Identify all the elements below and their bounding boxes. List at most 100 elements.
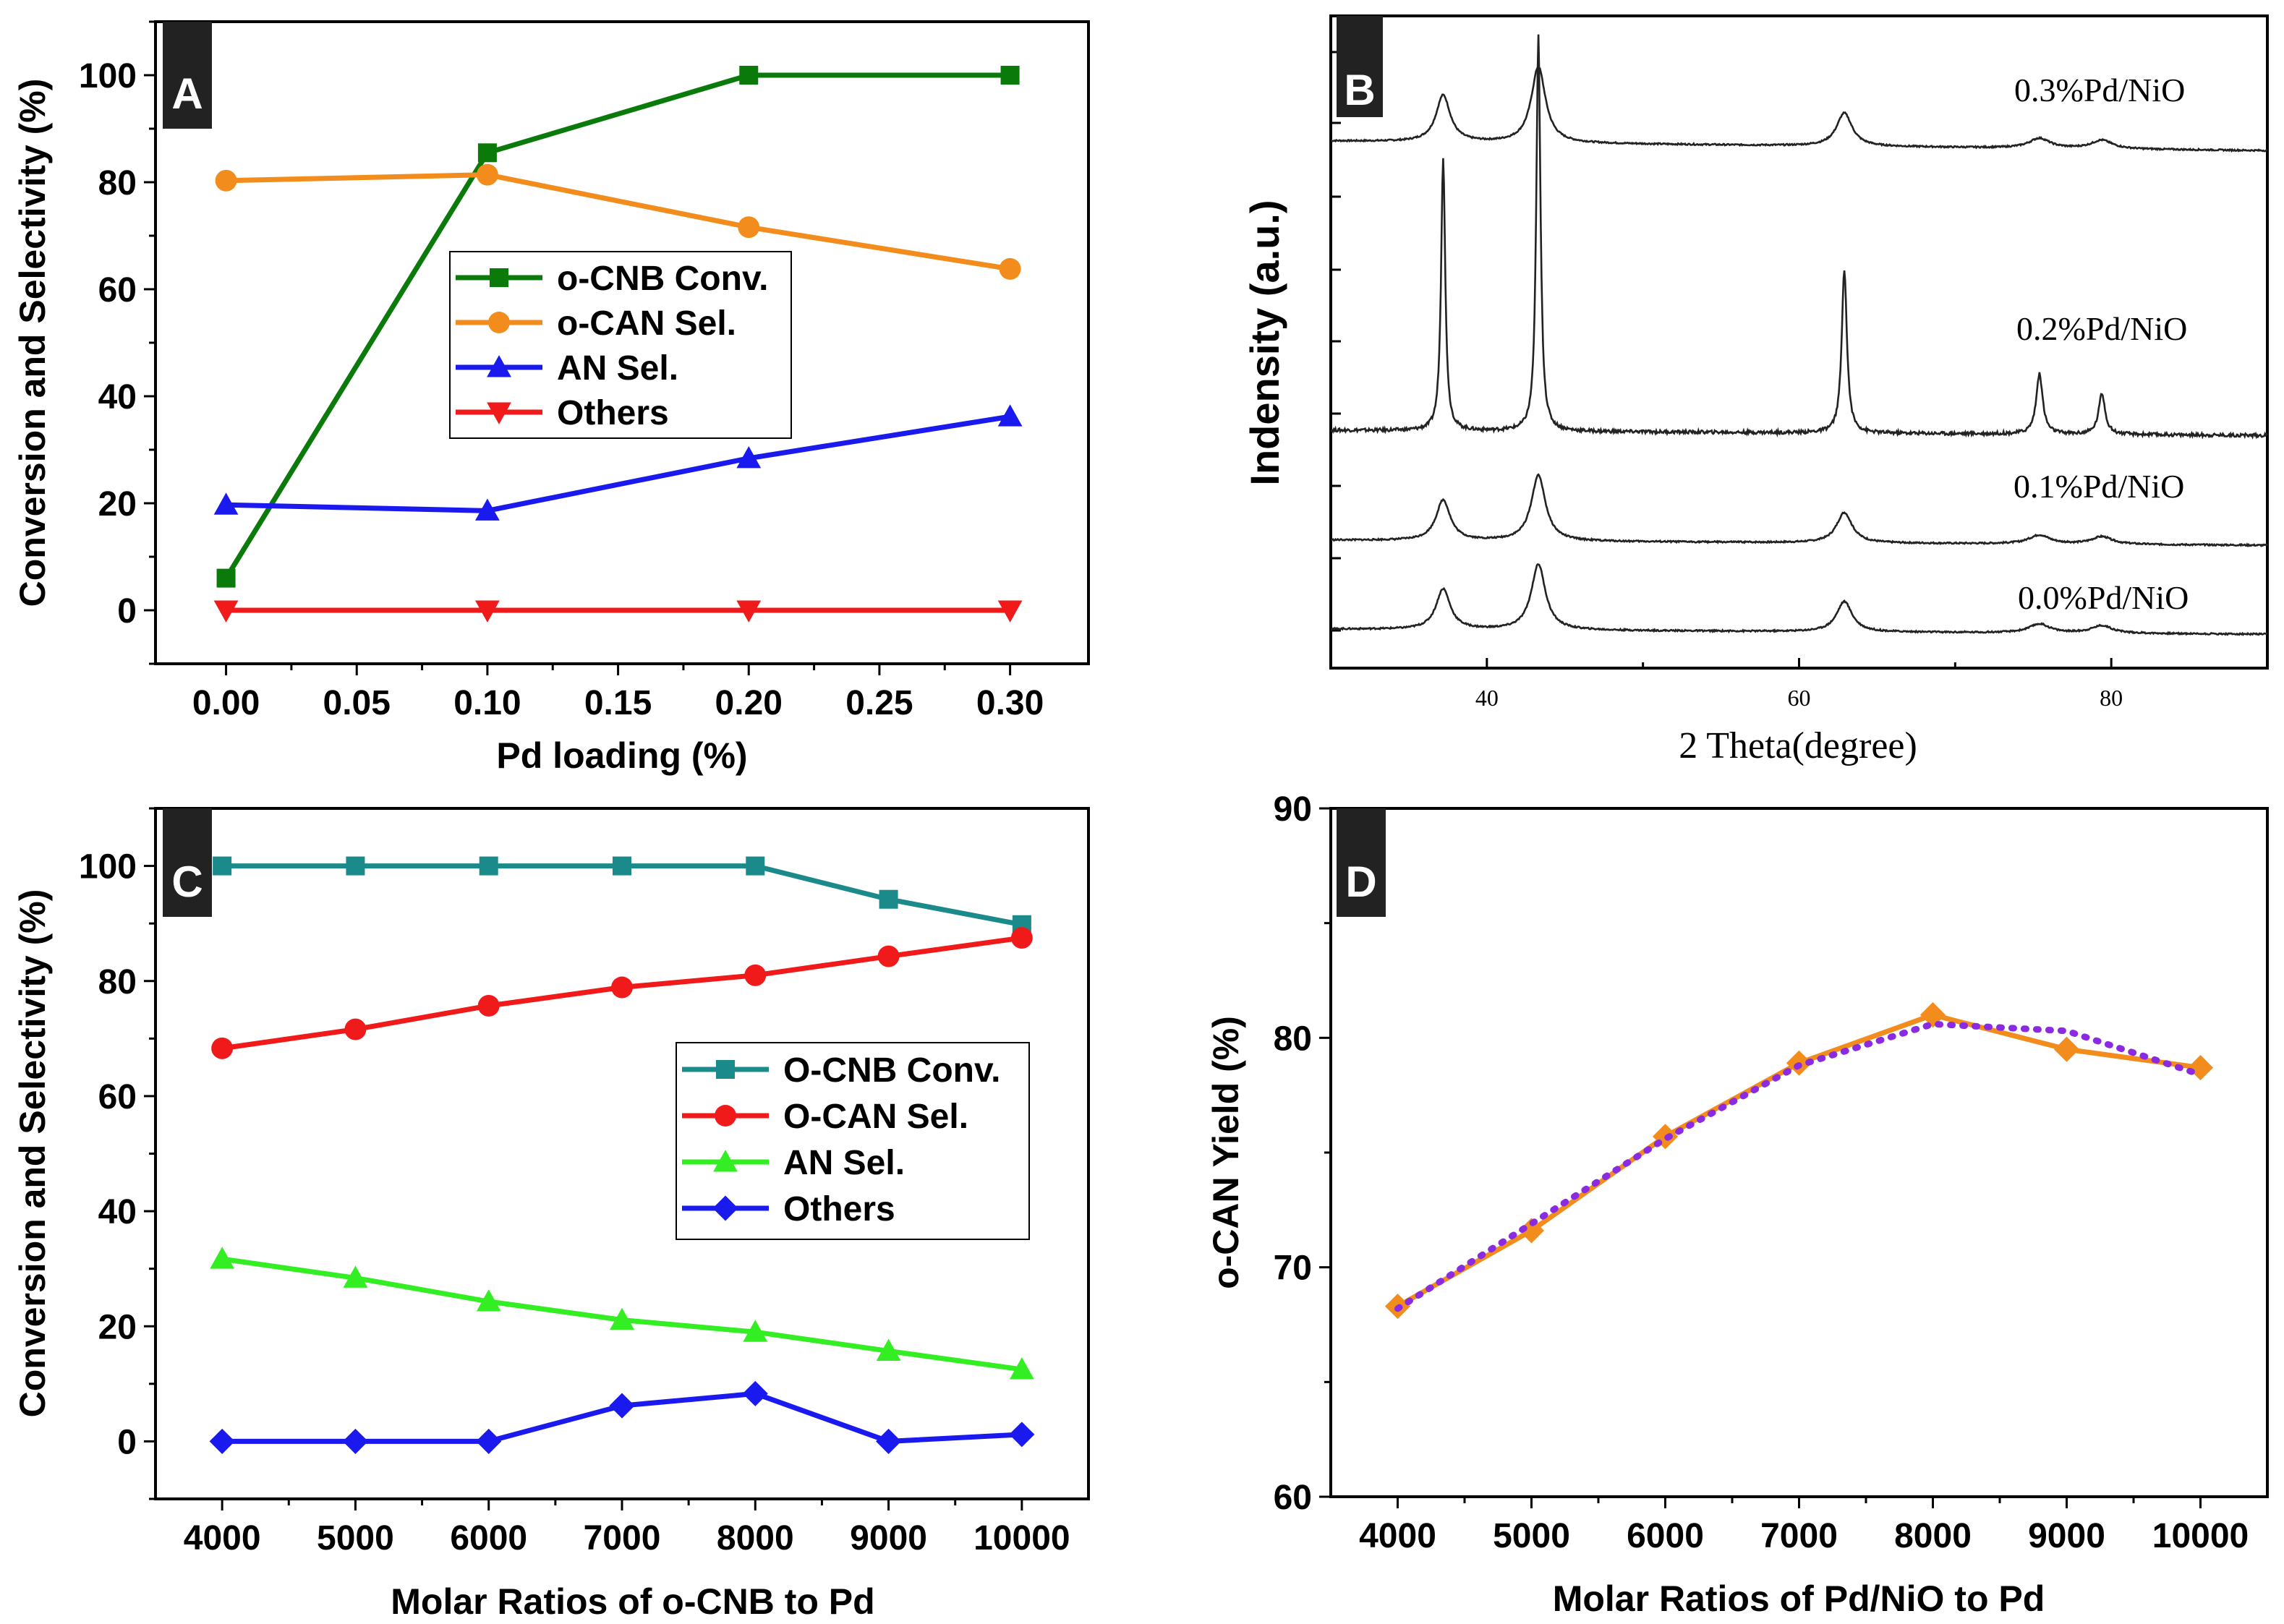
data-point <box>477 995 500 1017</box>
data-point <box>1010 927 1033 949</box>
x-tick-label: 60 <box>1788 685 1811 711</box>
data-point <box>876 1428 902 1454</box>
data-point <box>1518 1218 1545 1244</box>
panel-b-label: B <box>1344 66 1375 114</box>
panel-c: 4000 5000 6000 7000 8000 9000 10000 0 20 40 60 80 10… <box>12 807 1090 1622</box>
data-point <box>344 1018 367 1040</box>
y-tick-label: 80 <box>98 963 137 1001</box>
data-point <box>736 600 762 623</box>
legend-label: Others <box>783 1190 895 1228</box>
y-tick-label: 20 <box>98 485 137 523</box>
x-tick-label: 5000 <box>317 1519 394 1557</box>
xrd-pattern-label: 0.0%Pd/NiO <box>2018 579 2189 616</box>
x-tick-label: 4000 <box>184 1519 261 1557</box>
data-point <box>475 498 500 521</box>
panel-d-xlabel: Molar Ratios of Pd/NiO to Pd <box>1553 1578 2045 1619</box>
y-tick-label: 100 <box>79 57 137 95</box>
x-tick-label: 7000 <box>1760 1517 1838 1555</box>
data-point <box>476 1428 502 1454</box>
panel-c-label: C <box>171 858 203 906</box>
y-tick-label: 0 <box>117 1423 137 1461</box>
x-tick-label: 0.10 <box>453 684 521 722</box>
data-point <box>611 976 633 999</box>
x-tick-label: 0.25 <box>845 684 913 722</box>
data-point <box>999 257 1021 280</box>
xrd-pattern <box>1330 65 2268 153</box>
data-point <box>736 445 762 469</box>
panel-a: 0.00 0.05 0.10 0.15 0.20 0.25 0.30 0 20 40 60 80 100… <box>12 20 1090 776</box>
legend-marker <box>712 1195 738 1221</box>
series-line <box>223 72 1010 580</box>
panel-d-frame <box>1329 807 2269 1498</box>
x-tick-label: 0.05 <box>323 684 391 722</box>
xrd-pattern <box>1330 563 2268 636</box>
panel-c-ylabel: Conversion and Selectivity (%) <box>12 889 53 1418</box>
legend-marker <box>490 268 508 287</box>
y-tick-label: 0 <box>117 592 137 631</box>
data-point <box>1009 1422 1035 1448</box>
panel-a-label-box <box>163 22 212 129</box>
data-point <box>342 1428 368 1454</box>
panel-a-label: A <box>171 69 203 118</box>
legend-marker <box>487 355 511 377</box>
data-point <box>475 600 500 623</box>
legend-label: o-CAN Sel. <box>557 304 736 343</box>
y-tick-label: 20 <box>98 1308 137 1346</box>
data-point <box>209 1428 235 1454</box>
legend-label: o-CNB Conv. <box>557 260 768 298</box>
xrd-pattern-label: 0.2%Pd/NiO <box>2016 310 2187 347</box>
legend-marker <box>713 1150 738 1172</box>
data-point <box>2053 1036 2080 1062</box>
data-point <box>877 945 900 967</box>
x-tick-label: 8000 <box>717 1519 794 1557</box>
legend-label: O-CAN Sel. <box>783 1098 968 1136</box>
data-point <box>743 1320 768 1342</box>
x-tick-label: 9000 <box>850 1519 927 1557</box>
x-tick-label: 40 <box>1475 685 1499 711</box>
y-tick-label: 90 <box>1274 790 1312 829</box>
data-point <box>997 404 1023 427</box>
x-tick-label: 7000 <box>584 1519 661 1557</box>
y-tick-label: 80 <box>1274 1020 1312 1058</box>
xrd-pattern-label: 0.3%Pd/NiO <box>2014 72 2185 108</box>
data-point <box>746 856 765 876</box>
panel-d-ylabel: o-CAN Yield (%) <box>1206 1016 1246 1289</box>
x-tick-label: 6000 <box>450 1519 527 1557</box>
data-point <box>738 216 760 239</box>
x-tick-label: 4000 <box>1359 1517 1436 1555</box>
y-tick-label: 100 <box>79 848 137 886</box>
y-tick-label: 70 <box>1274 1249 1312 1288</box>
x-tick-label: 6000 <box>1627 1517 1704 1555</box>
data-point <box>997 600 1023 623</box>
data-point <box>210 1247 235 1269</box>
data-point <box>613 856 631 876</box>
legend-marker <box>715 1105 736 1127</box>
data-point <box>213 856 232 876</box>
y-tick-label: 60 <box>98 1078 137 1116</box>
y-tick-label: 60 <box>1274 1479 1312 1517</box>
panel-a-xlabel: Pd loading (%) <box>496 735 747 776</box>
data-point <box>876 1338 901 1361</box>
xrd-pattern <box>1330 473 2269 548</box>
xrd-pattern-label: 0.1%Pd/NiO <box>2014 468 2184 505</box>
data-point <box>216 568 236 588</box>
x-tick-label: 0.15 <box>584 684 652 722</box>
x-tick-label: 9000 <box>2028 1517 2105 1555</box>
data-point <box>744 964 767 986</box>
panel-c-xlabel: Molar Ratios of o-CNB to Pd <box>391 1581 874 1622</box>
x-tick-label: 10000 <box>2152 1517 2249 1555</box>
legend-label: AN Sel. <box>557 349 678 388</box>
panel-b: 40 60 80 0.3%Pd/NiO 0.2%Pd/NiO 0.1%Pd/NiO 0.0… <box>1242 14 2269 766</box>
legend-label: AN Sel. <box>783 1144 905 1182</box>
legend-marker <box>487 402 511 424</box>
data-point <box>479 856 498 876</box>
panel-b-ylabel: Indensity (a.u.) <box>1242 200 1287 485</box>
x-tick-label: 0.30 <box>976 684 1044 722</box>
data-point <box>213 492 239 515</box>
legend-label: Others <box>557 394 669 432</box>
data-point <box>879 889 898 909</box>
xrd-pattern <box>1329 34 2269 440</box>
x-tick-label: 8000 <box>1894 1517 1972 1555</box>
data-point <box>476 163 498 186</box>
